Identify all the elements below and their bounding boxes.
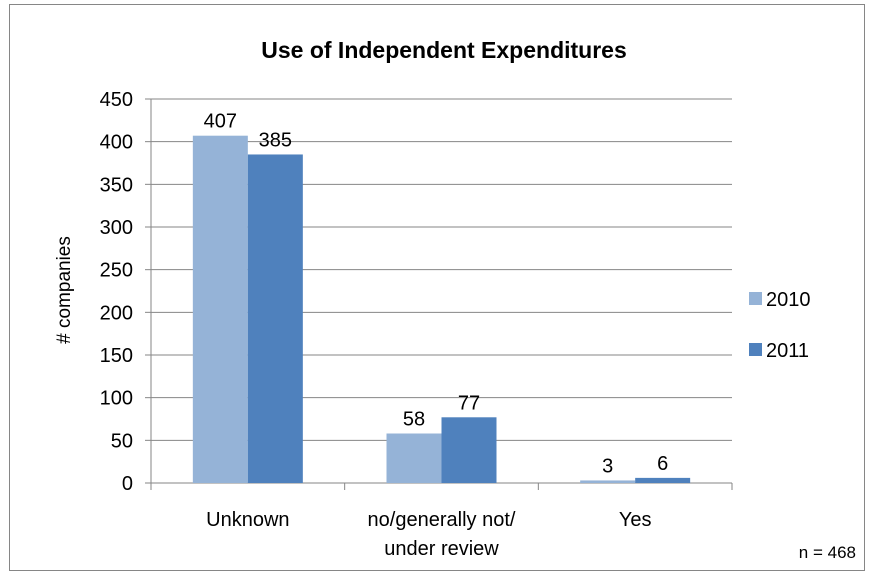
bar-2011 bbox=[635, 477, 691, 483]
plot-area: 0 50 100 150 200 250 300 350 400 450 407 385 Unknown… bbox=[100, 89, 811, 560]
x-tick-label: Yes bbox=[619, 509, 652, 531]
x-tick-label: Unknown bbox=[206, 509, 289, 531]
chart-title: Use of Independent Expenditures bbox=[261, 37, 627, 63]
data-label: 6 bbox=[657, 453, 668, 475]
data-label: 77 bbox=[458, 392, 480, 414]
bar-2011 bbox=[441, 417, 497, 483]
x-tick-label: under review bbox=[384, 538, 499, 560]
legend-label: 2010 bbox=[766, 289, 811, 311]
data-label: 58 bbox=[403, 409, 425, 431]
legend-swatch-2011 bbox=[749, 343, 762, 356]
bar-2010 bbox=[192, 135, 248, 483]
y-tick-label: 450 bbox=[100, 89, 133, 111]
y-tick-label: 300 bbox=[100, 217, 133, 239]
y-tick-label: 400 bbox=[100, 132, 133, 154]
bar-2010 bbox=[580, 480, 636, 483]
y-tick-label: 50 bbox=[111, 430, 133, 452]
data-label: 385 bbox=[259, 129, 292, 151]
y-tick-label: 250 bbox=[100, 260, 133, 282]
y-tick-label: 350 bbox=[100, 174, 133, 196]
y-tick-label: 100 bbox=[100, 388, 133, 410]
x-tick-label: no/generally not/ bbox=[368, 509, 516, 531]
sample-size-note: n = 468 bbox=[799, 543, 856, 562]
legend-swatch-2010 bbox=[749, 292, 762, 305]
data-label: 3 bbox=[602, 455, 613, 477]
y-tick-label: 150 bbox=[100, 345, 133, 367]
bar-2011 bbox=[247, 154, 303, 483]
y-tick-label: 0 bbox=[122, 473, 133, 495]
y-axis-title: # companies bbox=[54, 236, 75, 344]
bar-2010 bbox=[386, 433, 442, 483]
data-label: 407 bbox=[204, 111, 237, 133]
y-tick-label: 200 bbox=[100, 302, 133, 324]
legend-label: 2011 bbox=[766, 340, 809, 362]
